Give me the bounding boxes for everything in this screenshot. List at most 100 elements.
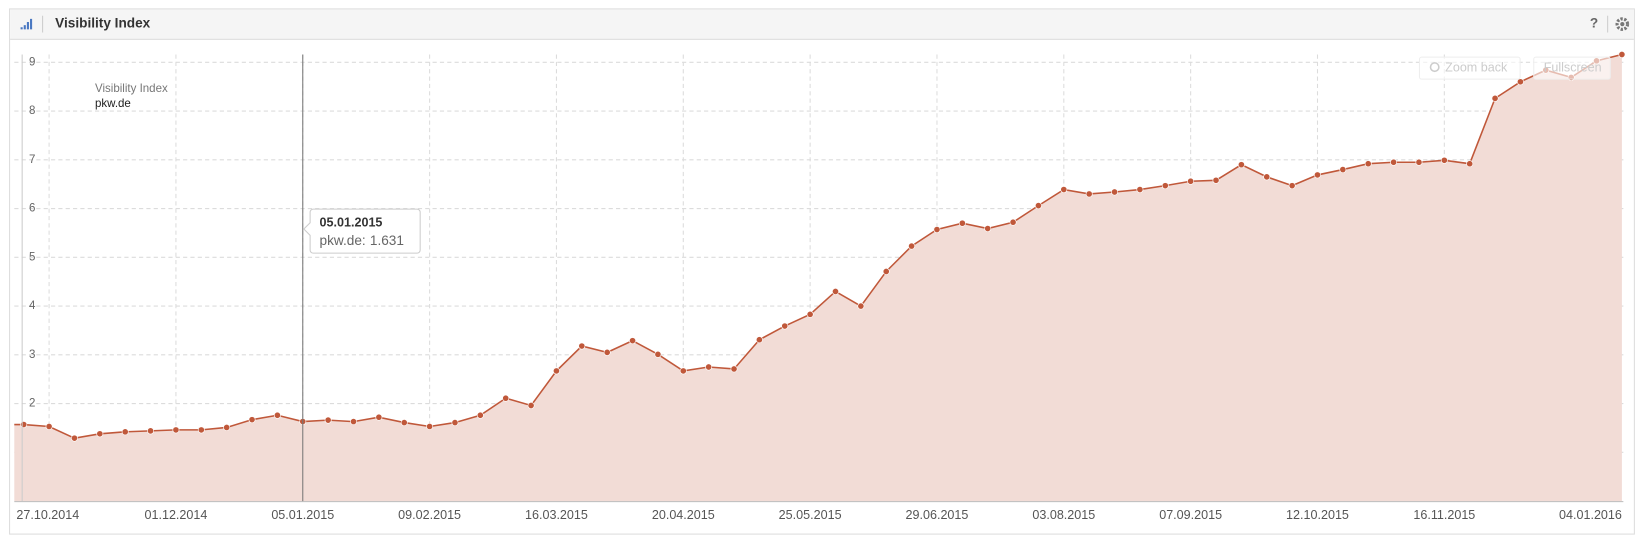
y-tick-label: 8 bbox=[29, 105, 35, 117]
legend-label: pkw.de bbox=[95, 98, 131, 110]
point bbox=[1111, 188, 1119, 196]
x-tick-label: 01.12.2014 bbox=[144, 508, 207, 522]
point bbox=[248, 416, 256, 424]
x-tick-label: 25.05.2015 bbox=[779, 508, 842, 522]
zoom-back-button[interactable]: Zoom back bbox=[1418, 56, 1521, 80]
point bbox=[908, 242, 916, 250]
point bbox=[806, 310, 814, 318]
point bbox=[1187, 177, 1195, 185]
header-bar bbox=[10, 9, 1634, 39]
point bbox=[1618, 51, 1626, 58]
point bbox=[603, 348, 611, 356]
point bbox=[755, 336, 763, 344]
area bbox=[14, 54, 1622, 502]
point bbox=[20, 421, 28, 428]
x-tick-label: 03.08.2015 bbox=[1032, 508, 1095, 522]
point bbox=[1364, 160, 1372, 168]
point bbox=[1212, 176, 1220, 184]
point bbox=[552, 367, 560, 375]
y-tick-label: 9 bbox=[29, 56, 35, 68]
y-tick-label: 4 bbox=[29, 300, 36, 312]
point bbox=[1516, 78, 1524, 86]
tooltip-date: 05.01.2015 bbox=[320, 216, 383, 230]
point bbox=[375, 413, 383, 421]
point bbox=[578, 342, 586, 350]
point bbox=[1491, 94, 1499, 102]
point bbox=[1440, 156, 1448, 164]
point bbox=[1466, 160, 1474, 168]
widget-title: Visibility Index bbox=[55, 16, 150, 31]
x-tick-label: 16.11.2015 bbox=[1413, 508, 1475, 522]
x-tick-label: 29.06.2015 bbox=[906, 508, 969, 522]
tooltip-series: pkw.de: bbox=[320, 233, 366, 248]
point bbox=[350, 418, 357, 426]
point bbox=[197, 426, 205, 434]
point bbox=[705, 363, 713, 371]
point bbox=[654, 350, 662, 358]
point bbox=[45, 423, 53, 430]
chart-icon bbox=[20, 18, 33, 30]
x-tick-label: 12.10.2015 bbox=[1286, 508, 1349, 522]
point bbox=[1314, 171, 1321, 179]
point bbox=[476, 411, 484, 419]
point bbox=[730, 365, 738, 373]
settings-button[interactable] bbox=[1615, 17, 1630, 31]
point bbox=[857, 302, 865, 310]
x-tick-label: 20.04.2015 bbox=[652, 508, 715, 522]
point bbox=[679, 367, 687, 375]
tooltip-value: pkw.de: 1.631 bbox=[320, 233, 404, 248]
point bbox=[1288, 182, 1296, 190]
point bbox=[451, 419, 459, 427]
fullscreen-label: Fullscreen bbox=[1544, 60, 1602, 74]
point bbox=[1136, 186, 1144, 194]
point bbox=[426, 423, 434, 430]
fullscreen-button[interactable]: Fullscreen bbox=[1533, 56, 1611, 80]
point bbox=[324, 416, 332, 424]
point bbox=[502, 394, 510, 402]
x-tick-label: 04.01.2016 bbox=[1559, 508, 1622, 522]
tooltip: 05.01.2015 pkw.de: 1.631 bbox=[303, 208, 421, 254]
point bbox=[1009, 218, 1017, 226]
y-tick-label: 5 bbox=[29, 251, 35, 263]
point bbox=[1339, 166, 1347, 174]
point bbox=[96, 430, 104, 438]
point bbox=[1390, 158, 1398, 166]
tooltip-number: 1.631 bbox=[370, 233, 404, 248]
x-tick-label: 05.01.2015 bbox=[271, 508, 334, 522]
point bbox=[1034, 202, 1042, 210]
point bbox=[147, 427, 155, 435]
point bbox=[1237, 161, 1245, 169]
x-tick-label: 16.03.2015 bbox=[525, 508, 588, 522]
point bbox=[1161, 182, 1169, 190]
chart-label: Visibility Index bbox=[95, 83, 168, 95]
point bbox=[984, 225, 992, 233]
point bbox=[1415, 158, 1423, 166]
point bbox=[172, 426, 180, 434]
zoom-back-label: Zoom back bbox=[1445, 60, 1508, 74]
point bbox=[1060, 186, 1068, 194]
point bbox=[781, 322, 789, 330]
x-tick-label: 07.09.2015 bbox=[1159, 508, 1222, 522]
point bbox=[273, 411, 281, 419]
x-tick-label: 27.10.2014 bbox=[16, 508, 79, 522]
y-tick-label: 2 bbox=[29, 398, 35, 410]
plot-area: 012345678927.10.201401.12.201405.01.2015… bbox=[14, 51, 1626, 522]
point bbox=[400, 419, 408, 427]
point bbox=[1263, 173, 1271, 181]
point bbox=[629, 337, 637, 345]
help-button[interactable]: ? bbox=[1590, 16, 1598, 31]
y-tick-label: 7 bbox=[29, 154, 35, 166]
x-tick-label: 09.02.2015 bbox=[398, 508, 461, 522]
point bbox=[933, 226, 941, 233]
tooltip-box bbox=[303, 208, 421, 254]
y-tick-label: 6 bbox=[29, 203, 35, 215]
point bbox=[527, 402, 535, 409]
point bbox=[1085, 190, 1093, 198]
point bbox=[223, 423, 231, 431]
point bbox=[832, 287, 839, 295]
point bbox=[121, 428, 129, 436]
y-tick-label: 3 bbox=[29, 349, 35, 361]
point bbox=[71, 434, 78, 442]
